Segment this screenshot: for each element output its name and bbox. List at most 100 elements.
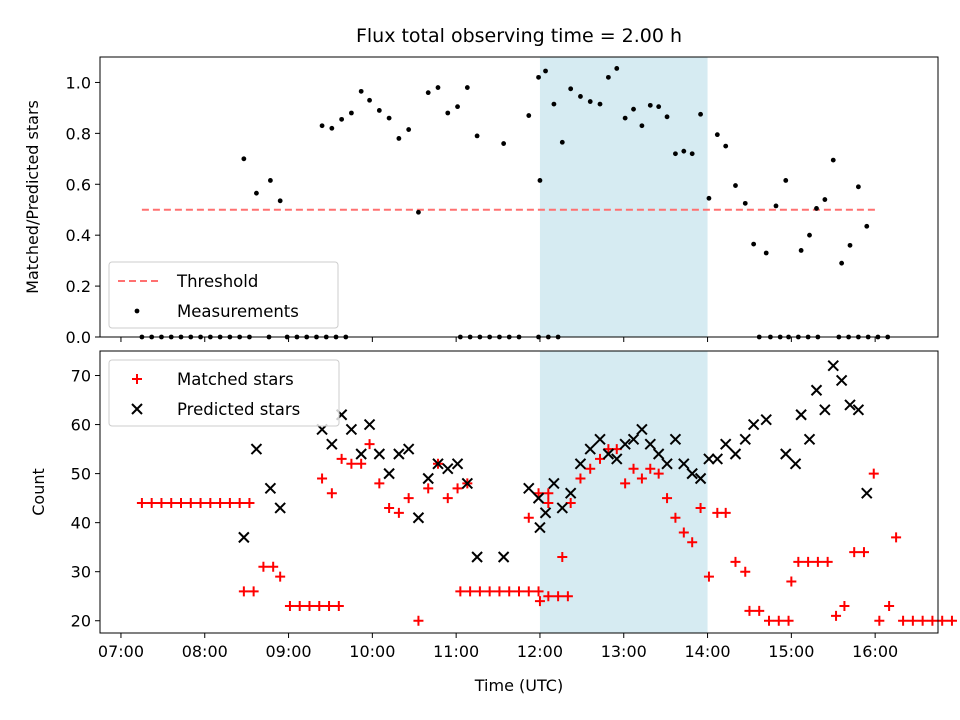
data-point: [166, 498, 177, 509]
data-point: [780, 448, 792, 460]
data-point: [317, 473, 328, 484]
data-point: [927, 615, 938, 626]
x-tick-label: 12:00: [517, 642, 563, 661]
data-point: [238, 531, 250, 544]
y-axis-label: Count: [29, 468, 48, 516]
data-point: [336, 453, 347, 464]
data-point: [304, 601, 315, 612]
data-point: [277, 198, 283, 204]
star-count-panel: 20 30 40 50 60 70 07:00 08:00 09:00 10:00 11:00 12:…: [29, 350, 957, 661]
data-point: [346, 458, 357, 469]
data-point: [536, 74, 541, 80]
data-point: [504, 586, 515, 597]
data-point: [810, 384, 823, 396]
data-point: [445, 110, 451, 116]
data-point: [314, 601, 325, 612]
data-point: [605, 74, 611, 80]
data-point: [534, 596, 545, 607]
data-point: [946, 615, 957, 626]
data-point: [435, 85, 441, 90]
data-point: [822, 556, 833, 567]
data-point: [455, 586, 466, 597]
data-point: [751, 241, 757, 247]
x-tick-label: 16:00: [852, 642, 898, 661]
data-point: [465, 586, 476, 597]
data-point: [416, 209, 421, 215]
legend: Threshold Measurements: [108, 261, 339, 329]
data-point: [146, 498, 157, 509]
data-point: [786, 576, 797, 587]
data-point: [355, 448, 367, 460]
x-tick-label: 10:00: [349, 642, 395, 661]
data-point: [584, 443, 596, 455]
data-point: [803, 433, 816, 445]
data-point: [574, 458, 587, 470]
data-point: [548, 477, 560, 490]
data-point: [474, 133, 480, 139]
data-point: [319, 123, 325, 129]
data-point: [628, 463, 639, 474]
data-point: [714, 132, 720, 138]
data-point: [432, 458, 444, 470]
data-point: [868, 468, 879, 479]
data-point: [471, 551, 483, 563]
data-point: [533, 586, 544, 597]
x-tick-label: 08:00: [182, 642, 228, 661]
data-point: [349, 110, 354, 116]
data-point: [248, 586, 259, 597]
data-point: [742, 200, 748, 206]
data-point: [763, 250, 769, 256]
data-point: [594, 433, 606, 445]
data-point: [698, 111, 703, 117]
data-point: [789, 458, 802, 470]
data-point: [723, 143, 729, 149]
data-point: [662, 493, 673, 504]
data-point: [329, 125, 335, 131]
data-point: [689, 151, 695, 157]
data-point: [795, 409, 807, 421]
legend-cross-swatch: [131, 403, 143, 415]
data-point: [205, 498, 216, 509]
data-point: [396, 136, 402, 141]
data-point: [678, 458, 690, 470]
data-point: [830, 157, 836, 163]
data-point: [241, 156, 247, 162]
data-point: [664, 114, 670, 120]
data-point: [719, 438, 732, 450]
data-point: [564, 487, 577, 499]
data-point: [215, 498, 226, 509]
data-point: [250, 443, 263, 455]
data-point: [814, 206, 819, 211]
plot-frame: [99, 56, 939, 338]
legend: Matched stars Predicted stars: [108, 359, 340, 427]
data-point: [661, 458, 673, 470]
data-point: [406, 127, 412, 132]
data-point: [861, 487, 873, 499]
data-point: [798, 248, 804, 253]
data-point: [907, 615, 918, 626]
data-point: [744, 605, 755, 616]
data-point: [884, 601, 895, 612]
data-point: [551, 101, 557, 107]
y-tick-label: 30: [71, 563, 91, 582]
data-point: [339, 116, 345, 122]
data-point: [523, 482, 535, 495]
data-point: [533, 488, 544, 499]
data-point: [363, 418, 376, 431]
data-point: [783, 615, 794, 626]
data-point: [455, 104, 460, 110]
data-point: [611, 453, 623, 465]
data-point: [669, 433, 682, 445]
data-point: [585, 463, 596, 474]
data-point: [224, 498, 235, 509]
data-point: [403, 493, 414, 504]
data-point: [442, 462, 454, 475]
data-point: [402, 443, 415, 455]
data-point: [367, 97, 372, 103]
data-point: [534, 521, 546, 534]
data-point: [740, 566, 751, 577]
data-point: [656, 104, 662, 110]
data-point: [819, 404, 831, 416]
legend-box: [108, 261, 339, 329]
y-tick-label: 50: [71, 465, 91, 484]
